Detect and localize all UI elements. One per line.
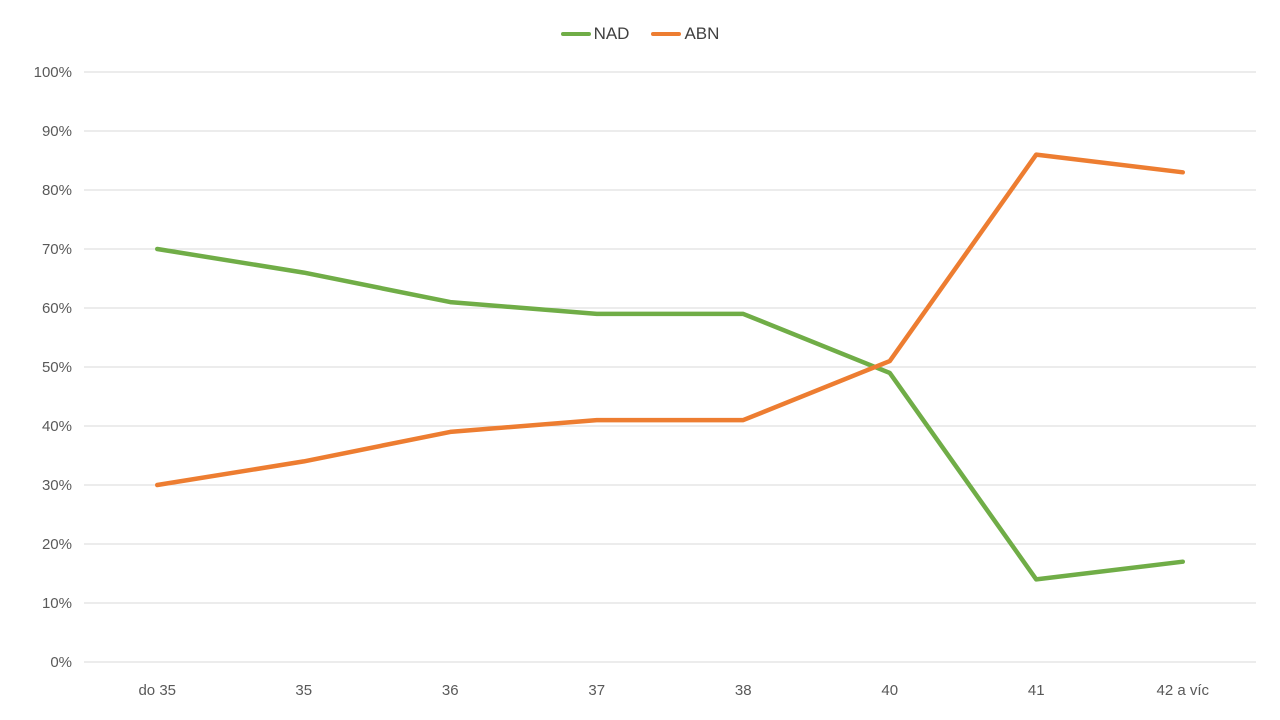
y-axis-tick-label: 90% <box>42 123 72 140</box>
nad-line-swatch <box>560 32 591 36</box>
chart-legend: NAD ABN <box>0 24 1280 44</box>
y-axis-tick-label: 20% <box>42 536 72 553</box>
x-axis-tick-label: 42 a víc <box>1156 682 1209 699</box>
x-axis-tick-label: 35 <box>295 682 312 699</box>
y-axis-tick-label: 10% <box>42 595 72 612</box>
y-axis-tick-label: 50% <box>42 359 72 376</box>
y-axis-tick-label: 40% <box>42 418 72 435</box>
x-axis-tick-label: do 35 <box>138 682 176 699</box>
legend-label-nad: NAD <box>593 24 630 43</box>
y-axis-tick-label: 0% <box>50 654 72 671</box>
y-axis-tick-label: 100% <box>34 64 72 81</box>
abn-line-swatch <box>651 32 682 36</box>
abn-line-series <box>155 152 1185 488</box>
x-axis-tick-label: 37 <box>588 682 605 699</box>
x-axis-tick-label: 38 <box>735 682 752 699</box>
x-axis-tick-label: 36 <box>442 682 459 699</box>
legend-item-abn: ABN <box>651 24 719 44</box>
y-axis-tick-label: 60% <box>42 300 72 317</box>
x-axis-tick-label: 40 <box>881 682 898 699</box>
nad-line-series <box>155 246 1185 582</box>
y-axis-tick-label: 30% <box>42 477 72 494</box>
y-axis-tick-label: 80% <box>42 182 72 199</box>
legend-label-abn: ABN <box>684 24 720 43</box>
x-axis-tick-label: 41 <box>1028 682 1045 699</box>
legend-item-nad: NAD <box>560 24 630 44</box>
y-axis-tick-label: 70% <box>42 241 72 258</box>
